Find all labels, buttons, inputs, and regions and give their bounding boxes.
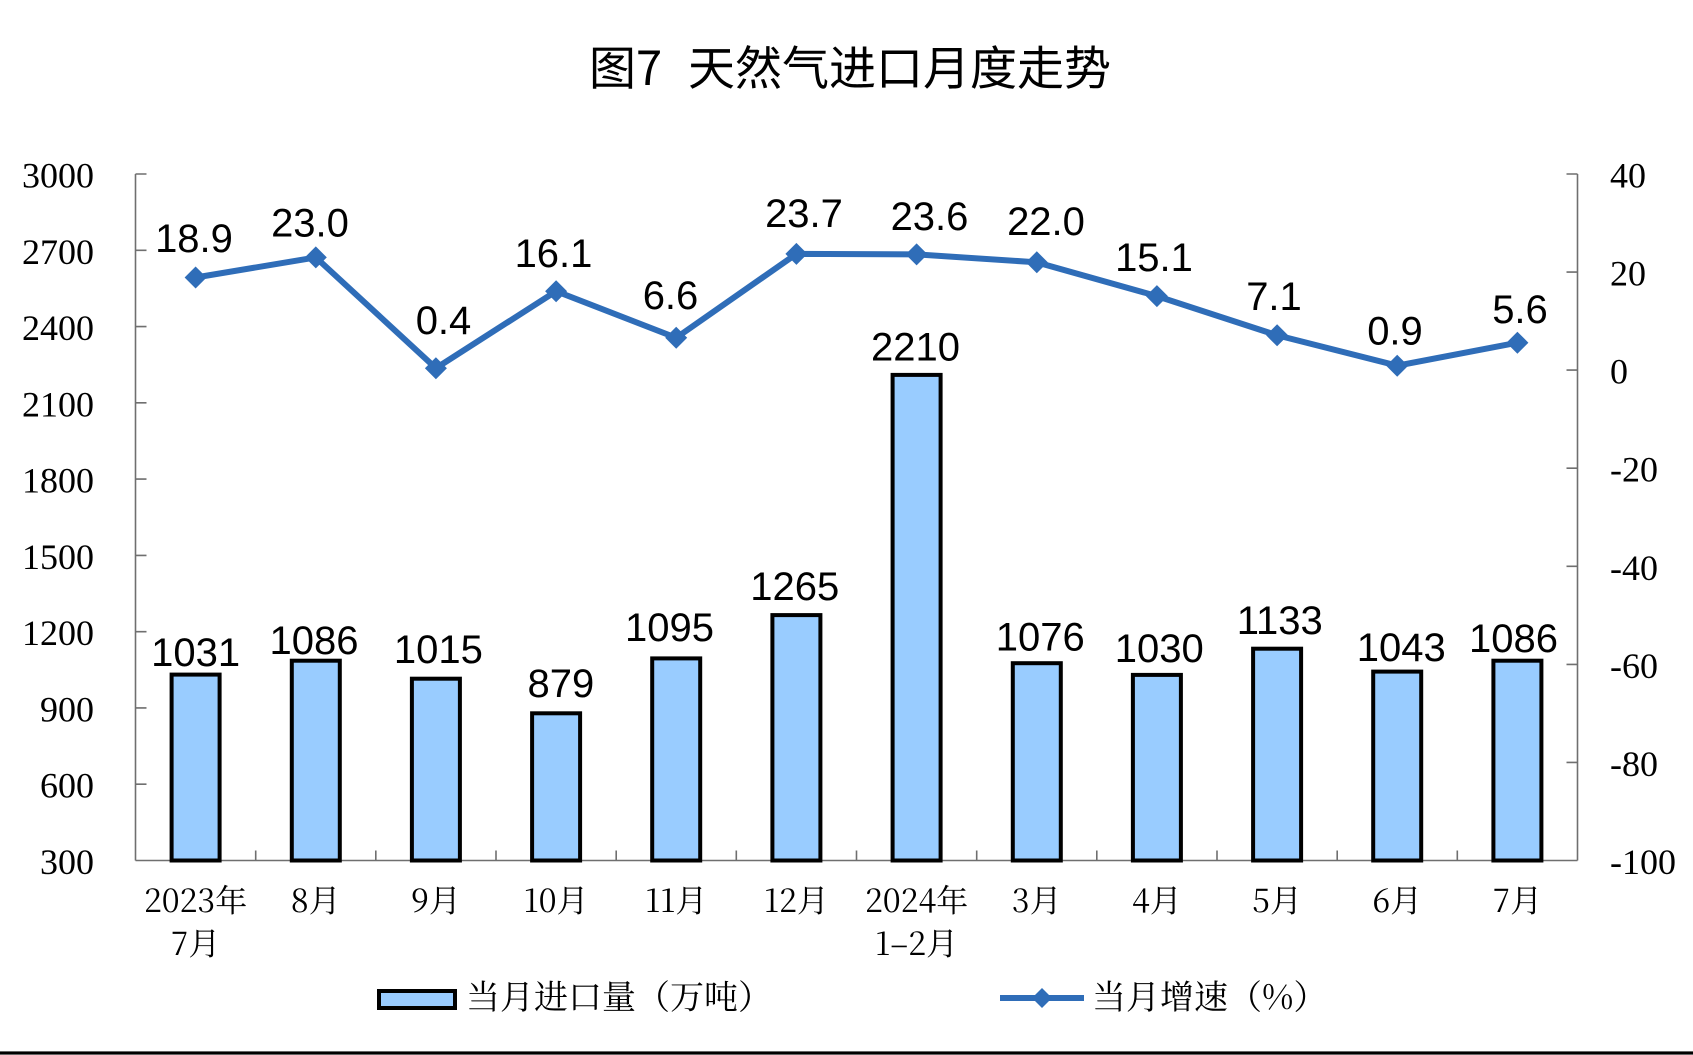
svg-text:-20: -20 xyxy=(1610,450,1658,490)
svg-text:1133: 1133 xyxy=(1237,599,1323,643)
svg-text:2700: 2700 xyxy=(22,232,94,272)
svg-text:600: 600 xyxy=(40,766,94,806)
svg-text:5.6: 5.6 xyxy=(1492,288,1548,332)
svg-text:1030: 1030 xyxy=(1115,627,1204,671)
svg-text:1095: 1095 xyxy=(625,606,714,650)
svg-text:0.4: 0.4 xyxy=(416,299,472,343)
svg-text:3000: 3000 xyxy=(22,156,94,196)
svg-text:22.0: 22.0 xyxy=(1007,200,1085,244)
svg-text:1043: 1043 xyxy=(1357,626,1446,670)
svg-text:20: 20 xyxy=(1610,254,1646,294)
svg-text:23.6: 23.6 xyxy=(891,195,969,239)
svg-text:7.1: 7.1 xyxy=(1246,275,1302,319)
svg-text:900: 900 xyxy=(40,689,94,729)
svg-text:40: 40 xyxy=(1610,156,1646,196)
svg-text:1031: 1031 xyxy=(151,631,240,675)
svg-text:1265: 1265 xyxy=(750,565,839,609)
svg-text:-60: -60 xyxy=(1610,646,1658,686)
svg-text:23.0: 23.0 xyxy=(271,201,349,245)
svg-text:300: 300 xyxy=(40,842,94,882)
svg-text:2100: 2100 xyxy=(22,384,94,424)
svg-text:1200: 1200 xyxy=(22,613,94,653)
svg-text:2210: 2210 xyxy=(871,326,960,370)
svg-text:-80: -80 xyxy=(1610,744,1658,784)
svg-text:1015: 1015 xyxy=(394,628,483,672)
svg-text:-100: -100 xyxy=(1610,842,1676,882)
svg-text:18.9: 18.9 xyxy=(155,217,233,261)
svg-text:1086: 1086 xyxy=(270,619,359,663)
svg-text:1500: 1500 xyxy=(22,537,94,577)
svg-text:-40: -40 xyxy=(1610,548,1658,588)
svg-text:0: 0 xyxy=(1610,352,1628,392)
svg-text:1800: 1800 xyxy=(22,461,94,501)
svg-text:6.6: 6.6 xyxy=(643,274,699,318)
svg-text:2400: 2400 xyxy=(22,308,94,348)
svg-text:0.9: 0.9 xyxy=(1367,310,1423,354)
svg-text:1086: 1086 xyxy=(1469,617,1558,661)
svg-text:1076: 1076 xyxy=(996,616,1085,660)
svg-text:16.1: 16.1 xyxy=(515,232,593,276)
svg-text:879: 879 xyxy=(528,662,595,706)
svg-text:15.1: 15.1 xyxy=(1115,236,1193,280)
svg-text:23.7: 23.7 xyxy=(765,192,843,236)
